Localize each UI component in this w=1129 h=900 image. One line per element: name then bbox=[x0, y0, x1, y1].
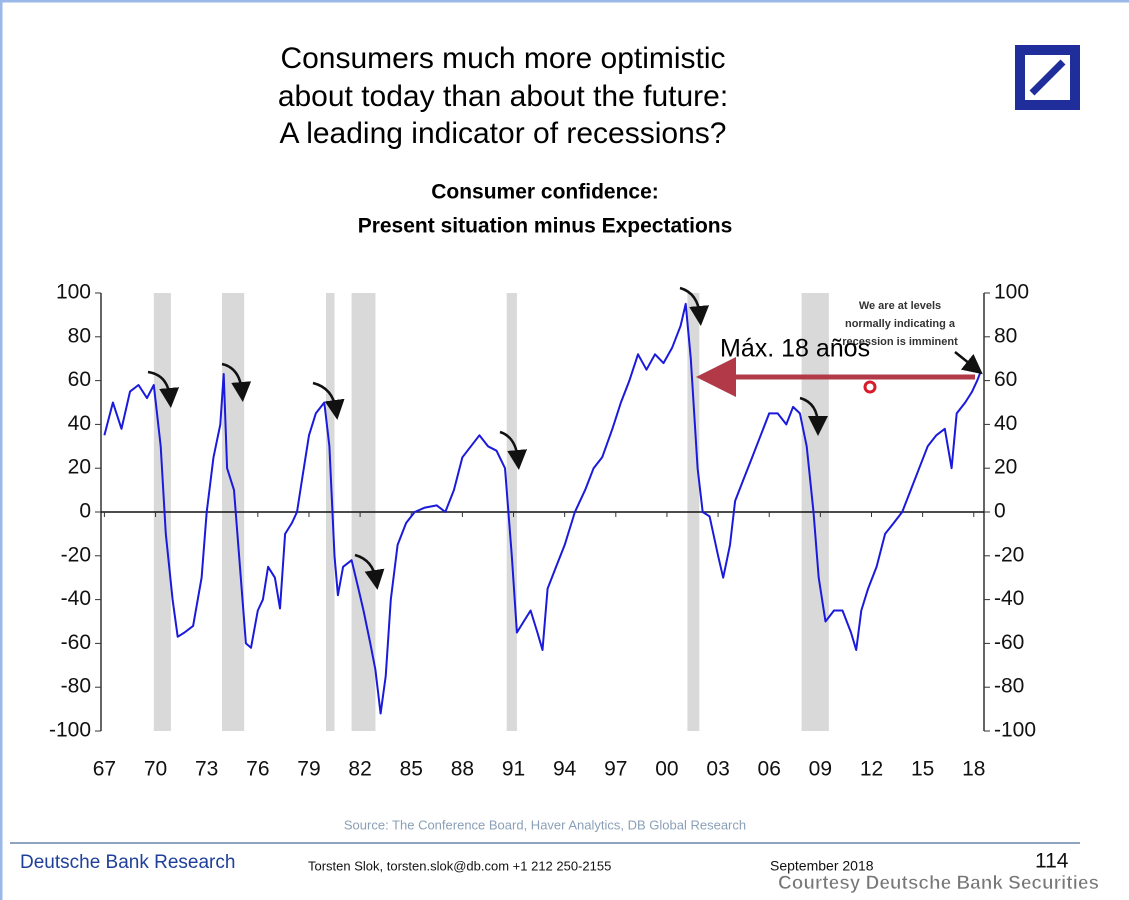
y2-tick-label: 60 bbox=[994, 368, 1017, 391]
y2-tick-label: -60 bbox=[994, 631, 1024, 654]
title: about today than about the future: bbox=[278, 80, 728, 113]
y-tick-label: 0 bbox=[79, 500, 91, 523]
y-tick-label: -80 bbox=[61, 675, 91, 698]
series-line bbox=[103, 302, 982, 715]
y-tick-label: -60 bbox=[61, 631, 91, 654]
footer-author: Torsten Slok, torsten.slok@db.com +1 212… bbox=[308, 858, 611, 873]
x-tick-label: 85 bbox=[400, 758, 423, 781]
plot: -100 -80 -60 -40 -20 0 20 40 60 80 100 -100 -80 -60 -4… bbox=[49, 281, 1036, 781]
x-tick-label: 70 bbox=[144, 758, 167, 781]
footer-brand: Deutsche Bank Research bbox=[20, 852, 235, 873]
subtitle: Consumer confidence: bbox=[431, 181, 659, 204]
y2-tick-label: -20 bbox=[994, 543, 1024, 566]
y2-tick-label: 100 bbox=[994, 281, 1029, 304]
y2-tick-label: 0 bbox=[994, 500, 1006, 523]
x-tick-label: 79 bbox=[297, 758, 320, 781]
y-tick-label: 20 bbox=[68, 456, 91, 479]
x-tick-label: 73 bbox=[195, 758, 218, 781]
y2-tick-label: -80 bbox=[994, 675, 1024, 698]
x-tick-label: 97 bbox=[604, 758, 627, 781]
cursor-dot bbox=[863, 380, 877, 394]
y-tick-label: -20 bbox=[61, 543, 91, 566]
annotation: Máx. 18 años bbox=[720, 335, 870, 363]
x-tick-label: 00 bbox=[655, 758, 678, 781]
x-tick-label: 03 bbox=[706, 758, 729, 781]
x-tick-label: 12 bbox=[860, 758, 883, 781]
y-tick-label: 80 bbox=[68, 324, 91, 347]
x-tick-label: 06 bbox=[758, 758, 781, 781]
y2-tick-label: 80 bbox=[994, 324, 1017, 347]
y-tick-label: 60 bbox=[68, 368, 91, 391]
y2-tick-label: -40 bbox=[994, 587, 1024, 610]
y2-tick-label: 20 bbox=[994, 456, 1017, 479]
annotation: We are at levels bbox=[859, 300, 941, 312]
y-tick-label: -100 bbox=[49, 719, 91, 742]
x-tick-label: 18 bbox=[962, 758, 985, 781]
x-tick-label: 67 bbox=[93, 758, 116, 781]
subtitle: Present situation minus Expectations bbox=[358, 215, 733, 238]
page-number: 114 bbox=[1035, 850, 1069, 873]
footer-date: September 2018 bbox=[770, 858, 874, 874]
arrows bbox=[147, 286, 983, 590]
y-tick-label: 100 bbox=[56, 281, 91, 304]
x-tick-label: 94 bbox=[553, 758, 577, 781]
x-tick-label: 76 bbox=[246, 758, 269, 781]
x-tick-label: 88 bbox=[451, 758, 474, 781]
title: A leading indicator of recessions? bbox=[280, 117, 727, 150]
source: Source: The Conference Board, Haver Anal… bbox=[344, 817, 746, 832]
annotation: recession is imminent bbox=[842, 336, 958, 348]
watermark: Courtesy Deutsche Bank Securities bbox=[778, 873, 1099, 894]
y-tick-label: 40 bbox=[68, 412, 91, 435]
x-tick-label: 15 bbox=[911, 758, 934, 781]
logo bbox=[1015, 45, 1080, 110]
x-tick-label: 91 bbox=[502, 758, 525, 781]
y2-tick-label: 40 bbox=[994, 412, 1017, 435]
title: Consumers much more optimistic bbox=[280, 42, 725, 75]
y-tick-label: -40 bbox=[61, 587, 91, 610]
annotation: normally indicating a bbox=[845, 318, 956, 330]
x-tick-label: 09 bbox=[809, 758, 832, 781]
y2-tick-label: -100 bbox=[994, 719, 1036, 742]
x-tick-label: 82 bbox=[348, 758, 371, 781]
